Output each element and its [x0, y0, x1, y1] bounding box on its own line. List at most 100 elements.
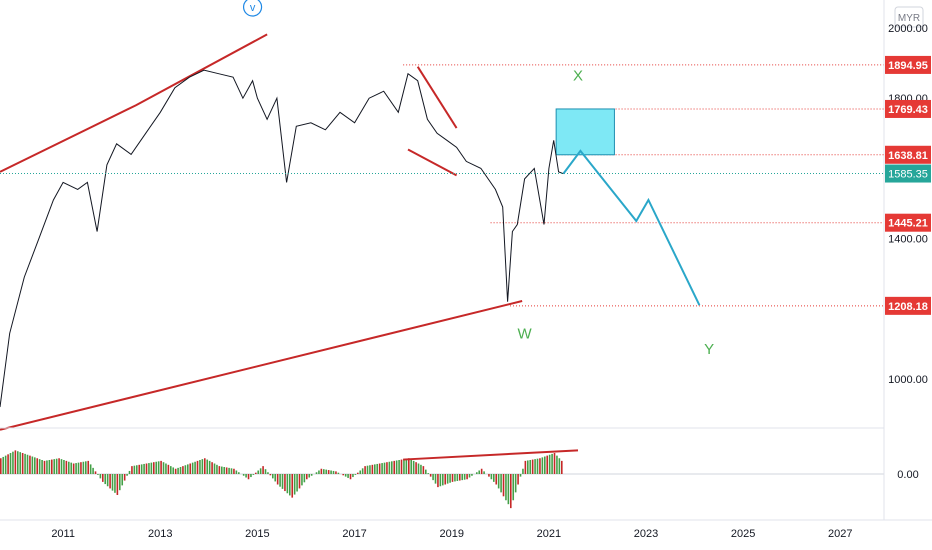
- oscillator-bar: [150, 462, 153, 474]
- oscillator-bar: [31, 456, 34, 474]
- x-tick-label: 2027: [828, 528, 852, 540]
- oscillator-bar: [388, 461, 391, 474]
- price-level-tags: 1894.95 1769.43 1638.81 1445.21 1208.18 1585.…: [885, 55, 931, 315]
- oscillator-bar: [43, 460, 46, 474]
- x-tick-label: 2025: [731, 528, 755, 540]
- price-level-tag: [885, 213, 931, 232]
- last-price-tag-label: 1585.35: [888, 169, 928, 181]
- oscillator-bar: [19, 452, 22, 474]
- oscillator-bar: [14, 450, 17, 474]
- oscillator-bar: [221, 466, 223, 474]
- oscillator-bar: [347, 474, 349, 478]
- oscillator-bar: [398, 460, 400, 474]
- oscillator-bar: [65, 460, 68, 474]
- oscillator-bar: [505, 474, 507, 501]
- oscillator-bar: [342, 474, 345, 476]
- oscillator-bar: [558, 458, 561, 474]
- wave-label: W: [517, 325, 532, 342]
- oscillator-bar: [510, 474, 512, 509]
- oscillator-bar: [94, 471, 97, 474]
- oscillator-bar: [80, 462, 82, 474]
- oscillator-bar: [459, 474, 461, 481]
- oscillator-bar: [21, 453, 24, 474]
- oscillator-bar: [410, 459, 413, 474]
- oscillator-bar: [68, 461, 70, 474]
- target-box[interactable]: [555, 108, 615, 156]
- price-level-tag-label: 1208.18: [888, 301, 928, 313]
- price-level-tag-label: 1638.81: [888, 150, 928, 162]
- oscillator-bar: [24, 453, 26, 474]
- oscillator-bar: [405, 458, 408, 474]
- oscillator-bar: [206, 459, 209, 474]
- oscillator-bar: [561, 460, 563, 474]
- oscillator-bar: [291, 474, 294, 498]
- wave-label: v: [250, 2, 256, 14]
- oscillator-bar: [279, 474, 281, 487]
- oscillator-bar: [471, 474, 473, 476]
- oscillator-bar: [70, 462, 73, 474]
- oscillator-bar: [179, 467, 182, 474]
- oscillator-bar: [92, 467, 94, 474]
- oscillator-bar: [393, 460, 396, 474]
- oscillator-bar: [250, 474, 252, 478]
- oscillator-bar: [145, 463, 148, 474]
- currency-badge[interactable]: MYR: [894, 6, 924, 28]
- oscillator-bar: [490, 474, 493, 480]
- projection-path[interactable]: [562, 149, 701, 306]
- oscillator-bar: [89, 464, 92, 474]
- oscillator-bar: [383, 462, 386, 474]
- oscillator-bar: [143, 463, 145, 474]
- x-tick-labels: 2011 2013 2015 2017 2019 2021 2023 2025 2027: [51, 528, 852, 540]
- oscillator-bar: [381, 463, 383, 474]
- oscillator-bar: [99, 474, 102, 479]
- wave-labels: v X W Y: [242, 0, 714, 358]
- oscillator-bar: [361, 468, 364, 474]
- oscillator-bar: [497, 474, 500, 489]
- oscillator-bar: [391, 461, 393, 474]
- oscillator-bar: [267, 472, 269, 474]
- price-pane-bg: [0, 0, 884, 428]
- oscillator-bar: [63, 460, 65, 474]
- oscillator-bar: [539, 458, 541, 474]
- oscillator-bar: [41, 460, 43, 474]
- oscillator-bar: [527, 460, 529, 474]
- oscillator-bar: [238, 472, 240, 474]
- oscillator-bar: [12, 451, 14, 474]
- oscillator-bar: [255, 472, 257, 474]
- oscillator-bar: [480, 468, 483, 474]
- oscillator-bar: [208, 460, 211, 474]
- oscillator-bar: [165, 463, 167, 474]
- oscillator-bar: [204, 458, 206, 474]
- trendline: [0, 300, 523, 431]
- oscillator-bar: [276, 474, 279, 485]
- oscillator-bar: [500, 474, 502, 493]
- oscillator-bar: [386, 462, 388, 474]
- time-axis[interactable]: 2011 2013 2015 2017 2019 2021 2023 2025 2027: [0, 519, 932, 540]
- oscillator-bar: [0, 458, 2, 474]
- oscillator-bar: [247, 474, 250, 480]
- oscillator-bar: [55, 458, 58, 474]
- oscillator-bar: [306, 474, 308, 480]
- oscillator-bar: [512, 474, 515, 501]
- oscillator-bar: [201, 459, 204, 474]
- oscillator-bar: [478, 470, 481, 474]
- oscillator-bar: [153, 462, 155, 474]
- oscillator-bar: [332, 470, 335, 474]
- currency-label: MYR: [898, 13, 920, 24]
- oscillator-bar: [354, 474, 357, 475]
- oscillator-bar: [303, 474, 306, 483]
- oscillator-bar: [218, 466, 221, 474]
- oscillator-bar: [357, 472, 359, 474]
- oscillator-bar: [310, 474, 313, 476]
- oscillator-bar: [534, 459, 536, 474]
- oscillator-bar: [531, 459, 534, 474]
- oscillator-trendline[interactable]: [403, 449, 579, 461]
- oscillator-zero-label: 0.00: [897, 469, 918, 481]
- oscillator-bar: [420, 464, 422, 474]
- oscillator-bar: [432, 474, 434, 481]
- oscillator-bar: [434, 474, 437, 484]
- oscillator-bar: [451, 474, 454, 482]
- trendlines[interactable]: [0, 33, 523, 431]
